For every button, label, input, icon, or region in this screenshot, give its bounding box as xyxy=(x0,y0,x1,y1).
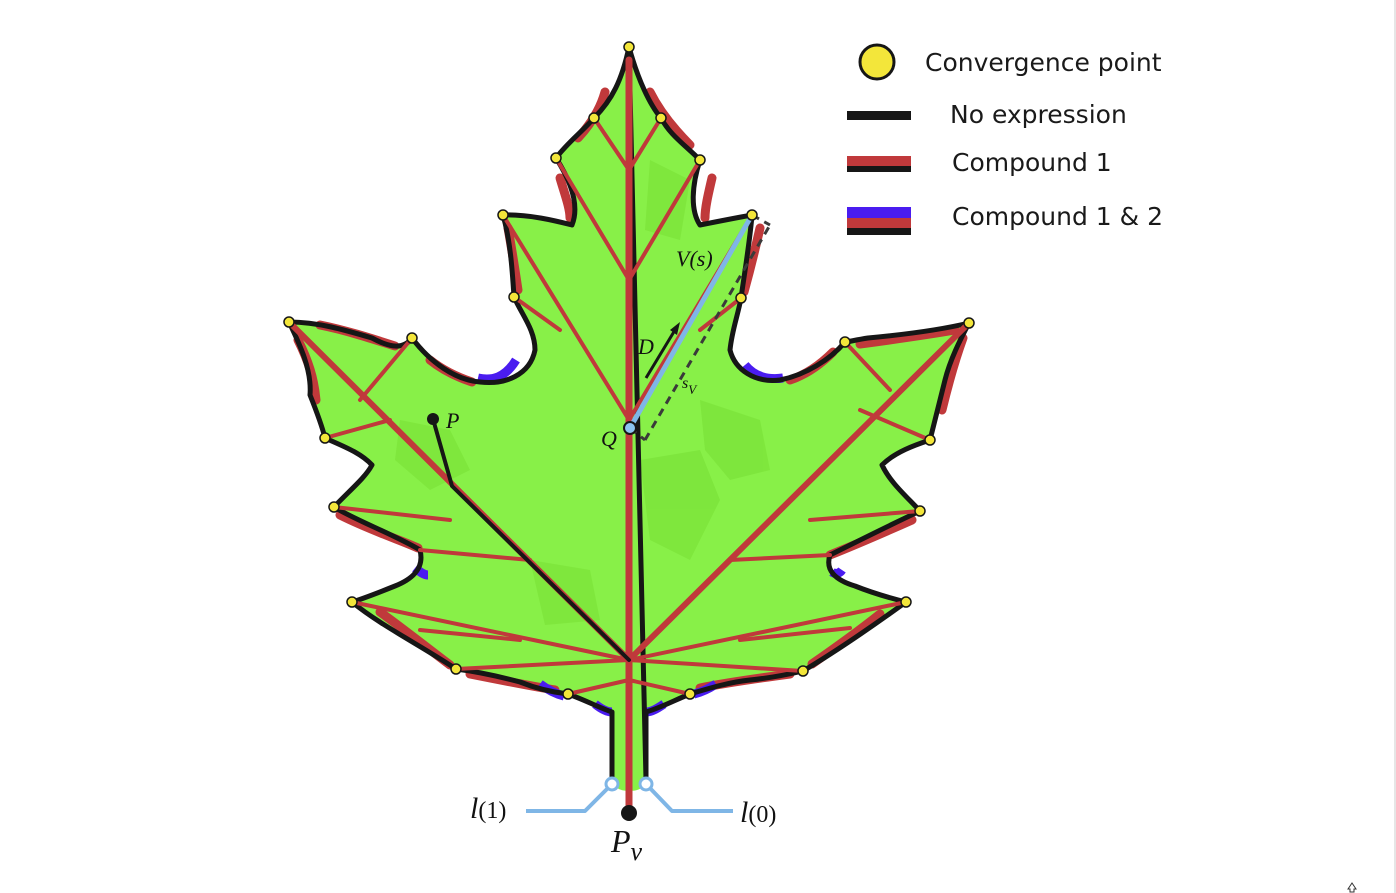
point-q xyxy=(623,421,637,435)
leader-lines xyxy=(526,782,733,813)
label-v: V(s) xyxy=(676,246,713,271)
convergence-point xyxy=(839,336,851,348)
label-l1: l(1) xyxy=(470,792,506,825)
legend-compound1-swatch xyxy=(847,156,911,172)
convergence-point xyxy=(623,41,635,53)
convergence-point xyxy=(562,688,574,700)
legend-no-expression-label: No expression xyxy=(950,100,1127,129)
cursor-icon xyxy=(1347,882,1357,893)
label-q: Q xyxy=(601,426,617,451)
convergence-point xyxy=(900,596,912,608)
l1-anchor xyxy=(604,776,620,792)
convergence-point xyxy=(550,152,562,164)
legend-compound12-label: Compound 1 & 2 xyxy=(952,202,1163,231)
convergence-point xyxy=(319,432,331,444)
legend-convergence-label: Convergence point xyxy=(925,48,1162,77)
convergence-point xyxy=(746,209,758,221)
direction-arrow xyxy=(644,322,680,379)
no-expression-vein xyxy=(431,417,648,782)
legend-compound12-swatch xyxy=(847,207,911,235)
l0-anchor xyxy=(638,776,654,792)
vector-v-line xyxy=(627,213,755,430)
point-p xyxy=(427,413,439,425)
convergence-point xyxy=(406,332,418,344)
label-p: P xyxy=(445,408,459,433)
convergence-point xyxy=(797,665,809,677)
point-pv xyxy=(621,805,637,821)
legend-compound1-label: Compound 1 xyxy=(952,148,1112,177)
convergence-point xyxy=(914,505,926,517)
convergence-point xyxy=(924,434,936,446)
legend: Convergence point No expression Compound… xyxy=(847,43,1163,235)
convergence-point xyxy=(694,154,706,166)
convergence-point xyxy=(735,292,747,304)
convergence-points xyxy=(283,41,975,700)
label-d: D xyxy=(637,334,654,359)
legend-no-expression-swatch xyxy=(847,111,911,120)
convergence-point xyxy=(450,663,462,675)
leaf-outline xyxy=(286,44,972,783)
convergence-point xyxy=(497,209,509,221)
legend-convergence-marker xyxy=(858,43,896,81)
convergence-point xyxy=(684,688,696,700)
label-sv: sV xyxy=(682,375,698,397)
convergence-point xyxy=(346,596,358,608)
convergence-point xyxy=(508,291,520,303)
label-l0: l(0) xyxy=(740,796,776,829)
convergence-point xyxy=(588,112,600,124)
convergence-point xyxy=(283,316,295,328)
convergence-point xyxy=(963,317,975,329)
label-pv: Pv xyxy=(610,823,643,866)
convergence-point xyxy=(328,501,340,513)
convergence-point xyxy=(655,112,667,124)
